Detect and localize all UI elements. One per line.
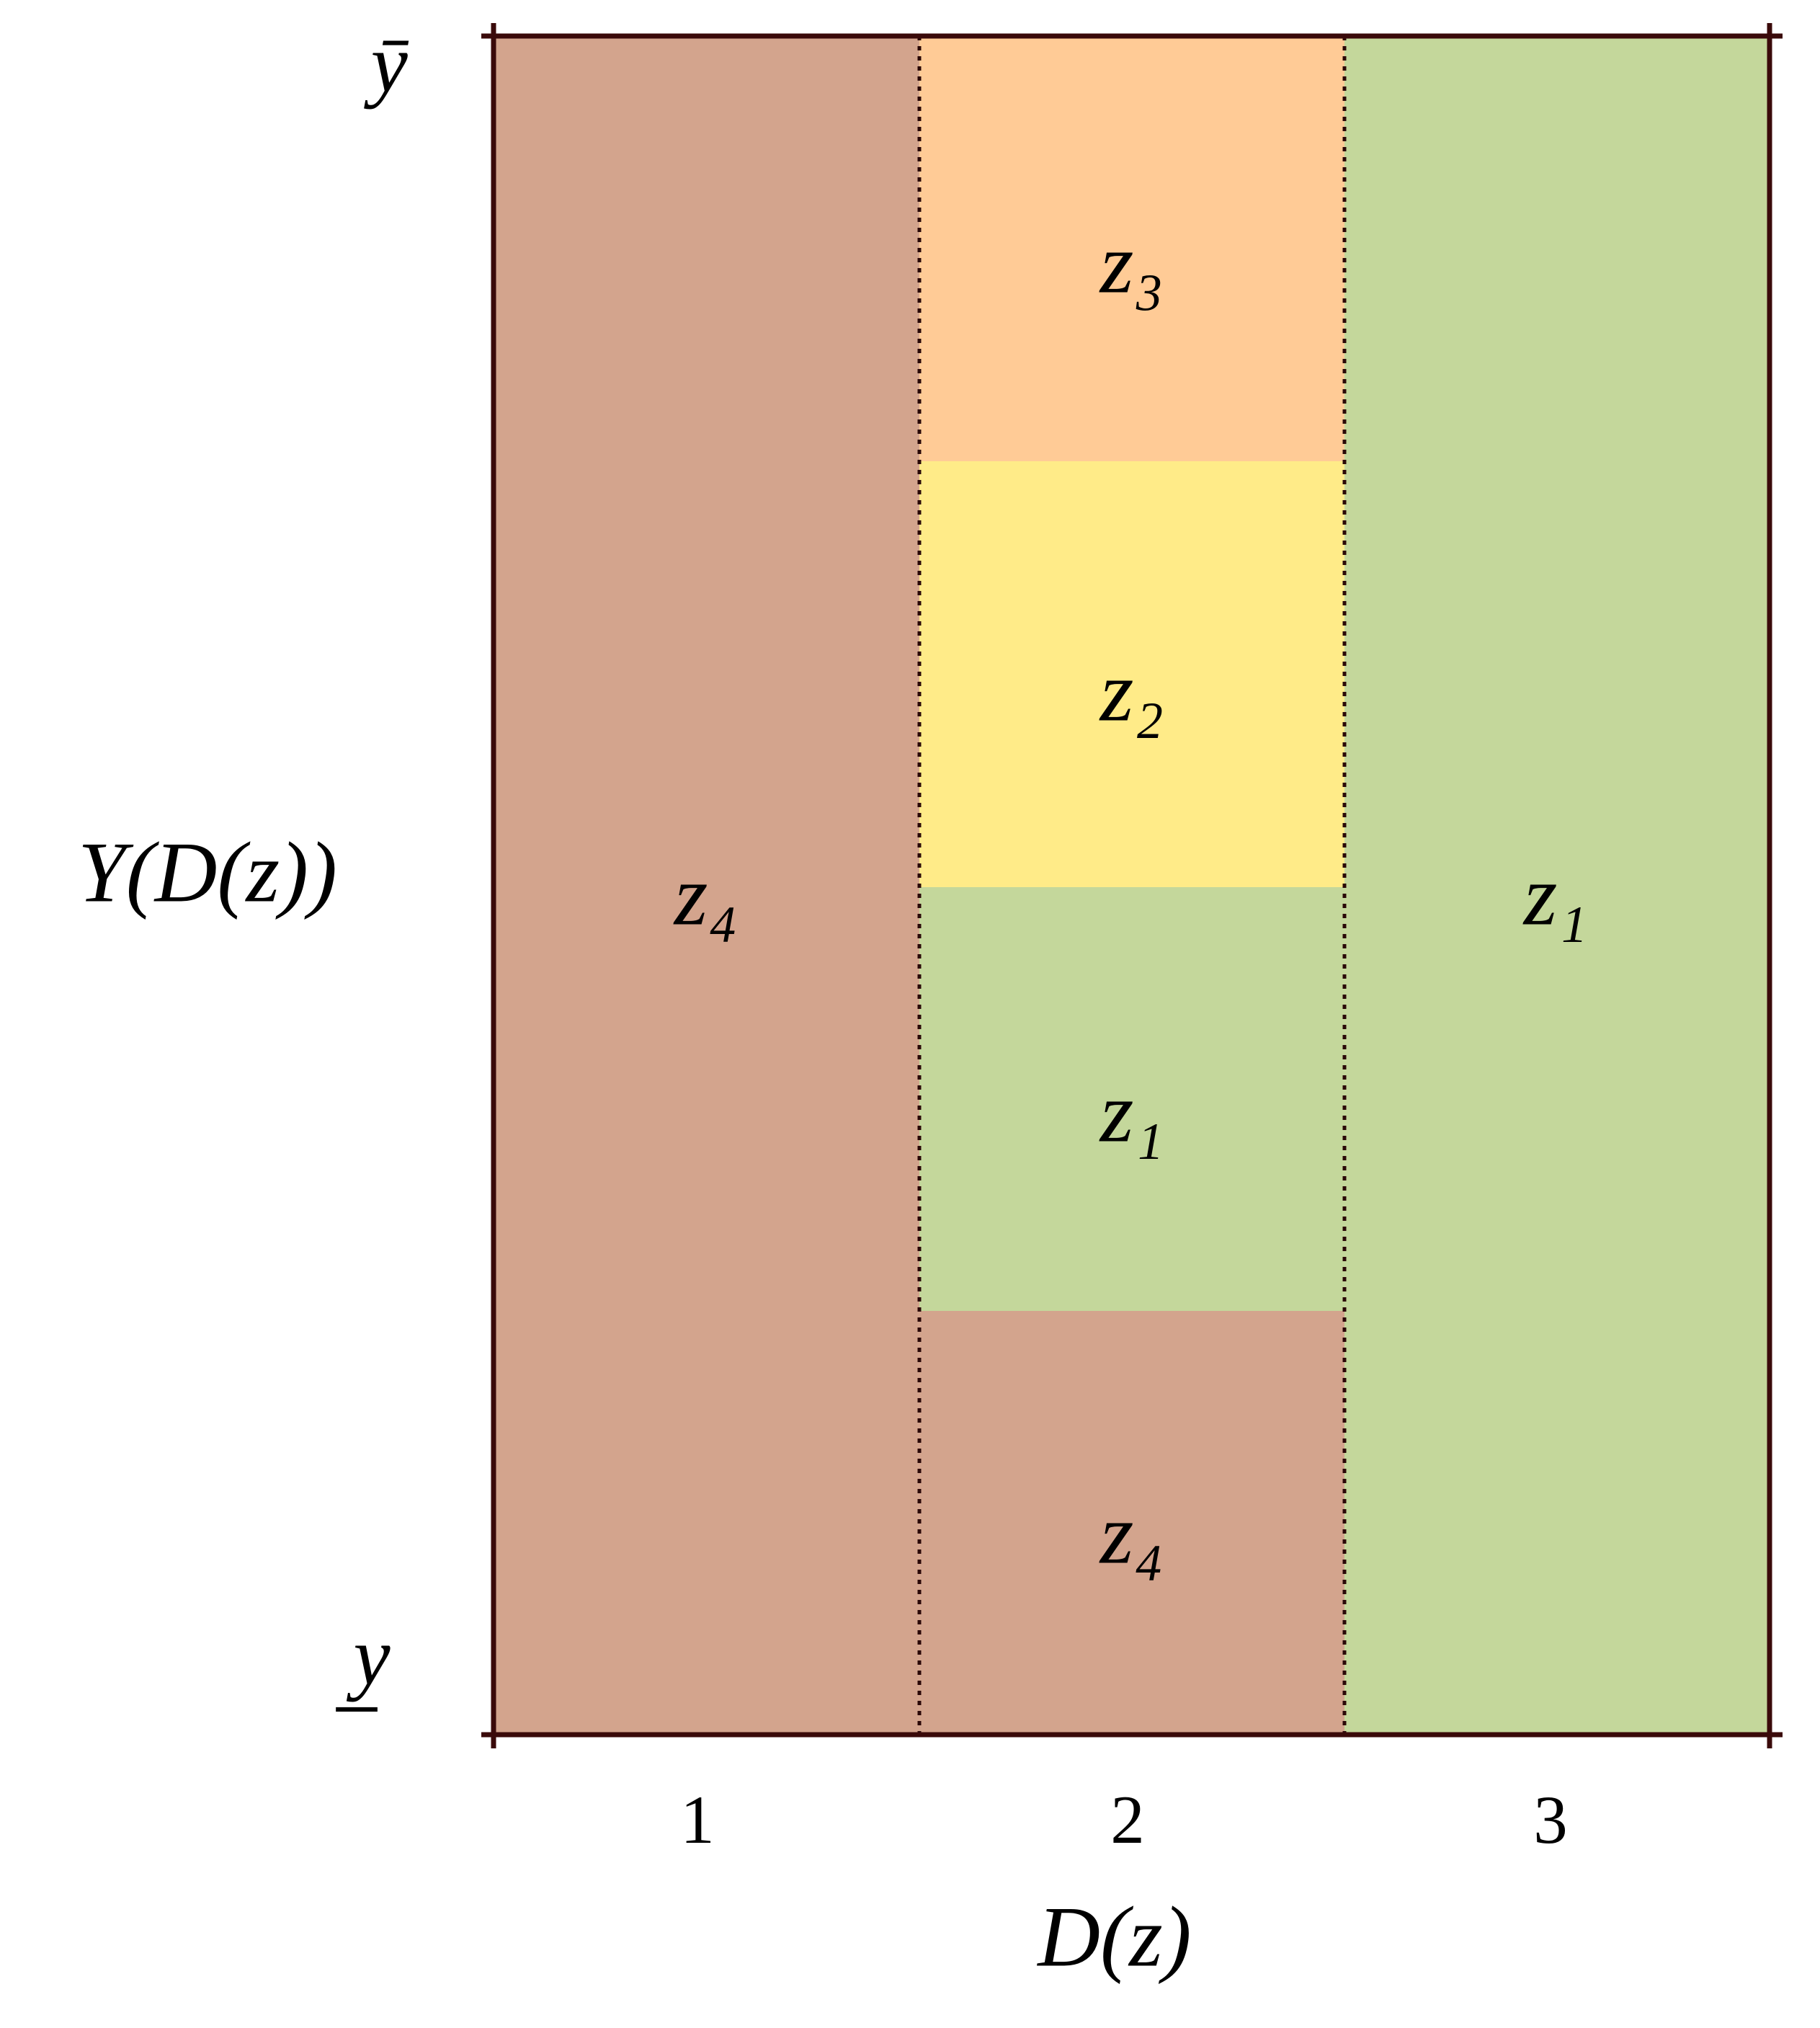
x-tick-label: 1 — [680, 1782, 715, 1858]
region-z2 — [919, 461, 1344, 887]
region-z1 — [919, 887, 1344, 1311]
y-min-label: y̲ — [336, 1610, 391, 1711]
x-tick-label: 2 — [1110, 1782, 1145, 1858]
region-col3 — [1344, 36, 1770, 1735]
x-axis-label: D(z) — [1036, 1889, 1191, 1985]
x-tick-label: 3 — [1533, 1782, 1568, 1858]
region-z3 — [919, 36, 1344, 461]
y-max-label: ȳ — [363, 17, 409, 109]
frame — [481, 23, 1783, 1748]
y-axis-label: Y(D(z)) — [78, 824, 337, 920]
cell-label: z₃ — [1099, 215, 1164, 311]
region-z4 — [919, 1311, 1344, 1735]
cell-label: z₁ — [1099, 1064, 1164, 1160]
cell-label: z₄ — [1099, 1486, 1164, 1582]
cell-label: z₁ — [1522, 848, 1587, 943]
cell-label: z₄ — [673, 848, 738, 943]
region-col1 — [494, 36, 919, 1735]
cell-label: z₂ — [1099, 644, 1164, 739]
